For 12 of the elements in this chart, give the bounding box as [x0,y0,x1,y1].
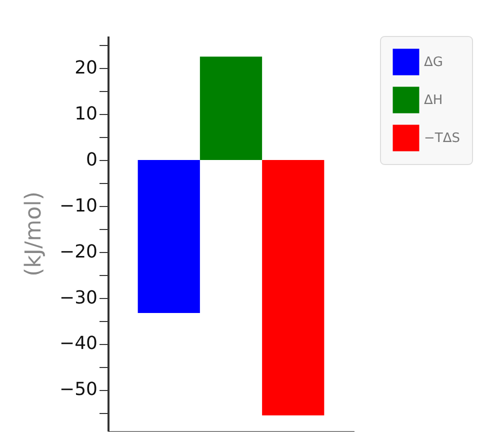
y-tick-label: −10 [60,195,98,216]
y-tick-label: 10 [74,104,98,125]
y-axis-title: (kJ/mol) [22,192,47,276]
legend-label: −TΔS [424,131,460,146]
y-tick-label: −30 [60,287,98,308]
y-tick-label: −40 [60,333,98,354]
y-tick-label: −50 [60,379,98,400]
y-tick-label: −20 [60,241,98,262]
y-tick-label: 0 [86,150,98,171]
y-tick-label: 20 [74,58,98,79]
legend-label: ΔH [424,93,443,108]
legend-label: ΔG [424,55,443,70]
